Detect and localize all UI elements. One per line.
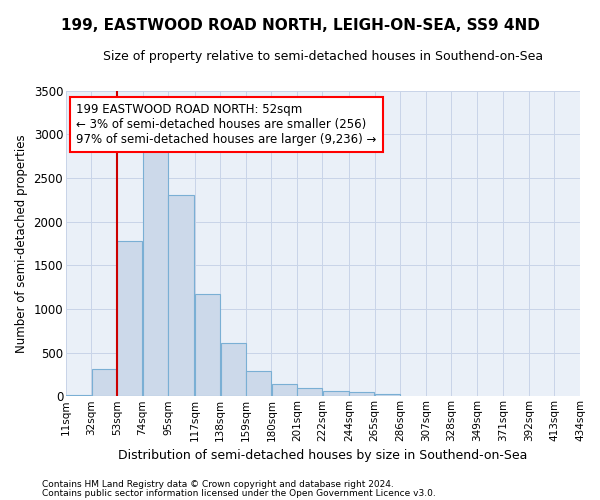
Bar: [323, 390, 349, 396]
Bar: [349, 392, 374, 396]
Bar: [118, 241, 142, 396]
Bar: [195, 294, 220, 396]
Title: Size of property relative to semi-detached houses in Southend-on-Sea: Size of property relative to semi-detach…: [103, 50, 543, 63]
Text: Contains public sector information licensed under the Open Government Licence v3: Contains public sector information licen…: [42, 488, 436, 498]
Text: 199 EASTWOOD ROAD NORTH: 52sqm
← 3% of semi-detached houses are smaller (256)
97: 199 EASTWOOD ROAD NORTH: 52sqm ← 3% of s…: [76, 103, 377, 146]
Bar: [246, 371, 271, 396]
Bar: [375, 394, 400, 396]
Bar: [272, 384, 296, 396]
Bar: [92, 369, 116, 396]
Text: 199, EASTWOOD ROAD NORTH, LEIGH-ON-SEA, SS9 4ND: 199, EASTWOOD ROAD NORTH, LEIGH-ON-SEA, …: [61, 18, 539, 32]
Bar: [169, 196, 194, 396]
X-axis label: Distribution of semi-detached houses by size in Southend-on-Sea: Distribution of semi-detached houses by …: [118, 450, 527, 462]
Bar: [143, 143, 168, 397]
Y-axis label: Number of semi-detached properties: Number of semi-detached properties: [15, 134, 28, 352]
Text: Contains HM Land Registry data © Crown copyright and database right 2024.: Contains HM Land Registry data © Crown c…: [42, 480, 394, 489]
Bar: [221, 343, 245, 396]
Bar: [297, 388, 322, 396]
